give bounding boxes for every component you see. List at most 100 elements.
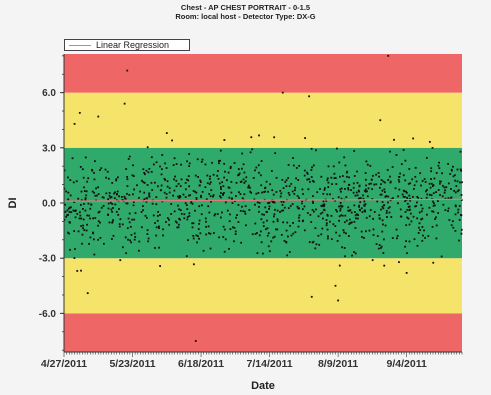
data-point: [258, 210, 260, 213]
data-point: [142, 181, 145, 184]
data-point: [418, 222, 421, 225]
data-point: [301, 200, 304, 202]
data-point: [267, 245, 270, 248]
data-point: [258, 234, 261, 237]
data-point: [162, 234, 164, 237]
data-point: [142, 205, 144, 208]
data-point: [375, 183, 378, 186]
data-point: [263, 187, 266, 190]
data-point: [109, 201, 112, 204]
data-point: [171, 139, 173, 142]
outlier-point-0: [73, 123, 76, 125]
data-point: [168, 191, 171, 194]
data-point: [82, 218, 85, 221]
data-point: [427, 235, 430, 237]
data-point: [148, 193, 151, 195]
data-point: [209, 195, 212, 198]
data-point: [198, 184, 201, 187]
data-point: [140, 226, 143, 229]
data-point: [187, 179, 190, 182]
data-point: [272, 220, 275, 223]
data-point: [416, 217, 419, 220]
data-point: [390, 216, 393, 218]
data-point: [158, 214, 161, 216]
data-point: [294, 231, 297, 234]
data-point: [282, 209, 285, 212]
data-point: [393, 138, 395, 141]
data-point: [216, 213, 219, 215]
data-point: [356, 170, 358, 173]
data-point: [340, 197, 343, 200]
data-point: [74, 210, 76, 212]
data-point: [191, 202, 194, 205]
data-point: [343, 180, 346, 183]
data-point: [82, 224, 85, 227]
data-point: [377, 172, 380, 174]
data-point: [413, 188, 415, 190]
data-point: [143, 171, 146, 174]
data-point: [282, 201, 285, 203]
data-point: [222, 193, 224, 195]
data-point: [268, 250, 271, 253]
data-point: [166, 217, 169, 219]
data-point: [432, 192, 435, 195]
data-point: [411, 195, 414, 198]
data-point: [395, 154, 398, 156]
data-point: [375, 173, 378, 176]
data-point: [355, 191, 358, 194]
data-point: [208, 183, 211, 186]
data-point: [178, 223, 180, 226]
data-point: [94, 217, 97, 219]
data-point: [87, 177, 90, 180]
data-point: [79, 214, 82, 217]
data-point: [426, 189, 428, 191]
data-point: [378, 214, 381, 217]
data-point: [231, 197, 233, 200]
data-point: [226, 209, 229, 212]
data-point: [382, 223, 384, 226]
data-point: [326, 179, 329, 182]
data-point: [76, 213, 79, 215]
data-point: [145, 216, 148, 219]
data-point: [358, 205, 360, 208]
data-point: [441, 184, 444, 187]
data-point: [224, 238, 227, 241]
data-point: [450, 224, 453, 227]
data-point: [405, 240, 407, 243]
data-point: [254, 203, 256, 206]
x-tick-label: 4/27/2011: [41, 358, 87, 370]
outlier-point-6: [165, 132, 168, 134]
data-point: [309, 214, 312, 216]
data-point: [154, 247, 156, 249]
data-point: [223, 139, 226, 141]
data-point: [431, 146, 434, 149]
data-point: [343, 221, 346, 224]
data-point: [459, 150, 462, 153]
data-point: [412, 137, 415, 140]
data-point: [298, 164, 301, 167]
data-point: [219, 216, 222, 219]
data-point: [315, 208, 317, 211]
data-point: [389, 175, 391, 178]
data-point: [381, 205, 384, 208]
data-point: [397, 178, 400, 181]
data-point: [261, 213, 264, 216]
outlier-point-14: [387, 54, 390, 57]
data-point: [408, 223, 411, 226]
data-point: [80, 203, 82, 206]
data-point: [441, 195, 444, 198]
data-point: [218, 160, 220, 162]
data-point: [442, 203, 445, 206]
data-point: [175, 185, 178, 188]
data-point: [395, 228, 398, 231]
data-point: [97, 224, 99, 227]
data-point: [213, 214, 216, 217]
data-point: [406, 196, 409, 199]
data-point: [185, 204, 188, 207]
data-point: [372, 228, 375, 231]
data-point: [197, 176, 199, 178]
legend-label-linear-regression: Linear Regression: [96, 40, 170, 50]
data-point: [124, 236, 127, 239]
regression-line: [63, 198, 463, 202]
data-point: [285, 185, 288, 188]
